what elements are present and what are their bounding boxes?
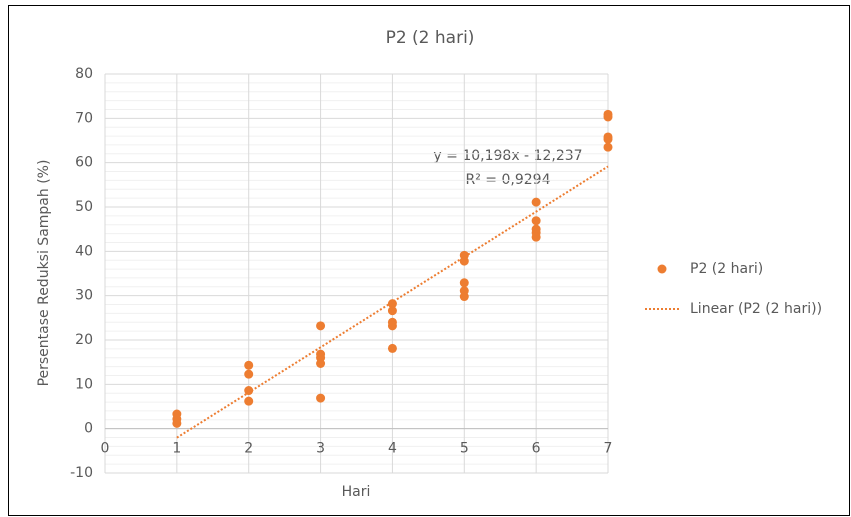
data-point	[459, 292, 469, 302]
x-tick-label: 2	[244, 441, 253, 457]
y-tick-label: 30	[75, 288, 93, 304]
y-tick-label: 60	[75, 155, 93, 171]
data-point	[603, 142, 613, 152]
data-point	[316, 358, 326, 368]
y-tick-label: 0	[84, 421, 93, 437]
data-point	[387, 321, 397, 331]
x-tick-label: 5	[460, 441, 469, 457]
data-point	[387, 299, 397, 309]
y-tick-label: 80	[75, 66, 93, 82]
data-point	[172, 418, 182, 428]
y-tick-label: 70	[75, 110, 93, 126]
data-point	[244, 369, 254, 379]
legend-marker	[657, 264, 667, 274]
y-tick-label: 50	[75, 199, 93, 215]
chart-title: P2 (2 hari)	[386, 28, 475, 48]
x-tick-label: 4	[388, 441, 397, 457]
legend-label: P2 (2 hari)	[690, 261, 763, 277]
y-tick-label: 20	[75, 332, 93, 348]
trend-equation: y = 10,198x - 12,237	[433, 148, 582, 164]
data-point	[531, 197, 541, 207]
y-tick-label: -10	[70, 465, 93, 481]
data-point	[387, 306, 397, 316]
data-point	[603, 112, 613, 122]
y-axis-label: Persentase Reduksi Sampah (%)	[36, 160, 52, 387]
legend-label: Linear (P2 (2 hari))	[690, 301, 822, 317]
data-point	[244, 396, 254, 406]
data-point	[531, 216, 541, 226]
x-tick-label: 1	[172, 441, 181, 457]
x-tick-label: 7	[604, 441, 613, 457]
x-tick-label: 0	[101, 441, 110, 457]
x-tick-label: 6	[532, 441, 541, 457]
data-point	[459, 278, 469, 288]
data-point	[316, 393, 326, 403]
y-tick-label: 10	[75, 376, 93, 392]
x-axis-label: Hari	[342, 484, 371, 500]
data-point	[387, 343, 397, 353]
data-point	[316, 321, 326, 331]
x-tick-label: 3	[316, 441, 325, 457]
data-point	[531, 232, 541, 242]
data-point	[244, 386, 254, 396]
data-point	[244, 360, 254, 370]
y-tick-label: 40	[75, 243, 93, 259]
data-point	[459, 256, 469, 266]
data-point	[603, 134, 613, 144]
